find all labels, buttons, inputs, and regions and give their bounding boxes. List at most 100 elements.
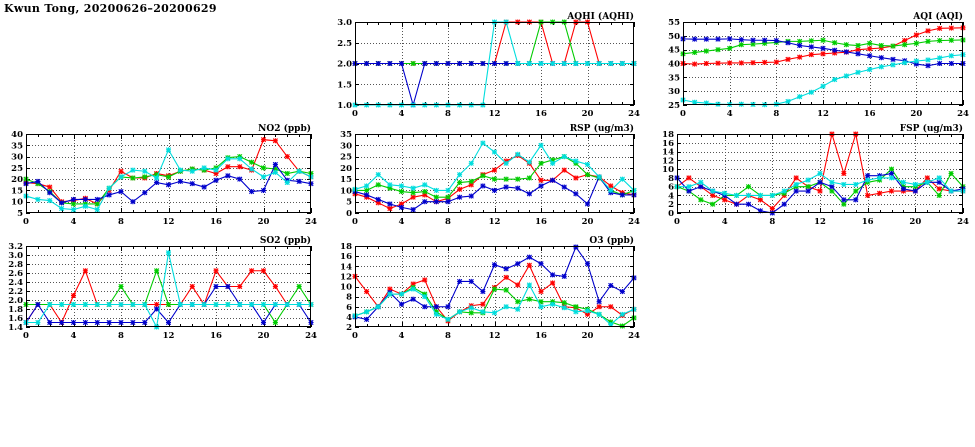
chart-panel-aqhi: 1.0 1.5 2.0 2.5 3.0 0 4 8 12 16 20 24 AQHI (AQHI) (335, 8, 640, 125)
svg-text:1.0: 1.0 (337, 101, 352, 111)
series-aqi-series2 (680, 37, 966, 57)
svg-text:25: 25 (340, 153, 352, 163)
svg-text:4: 4 (346, 313, 352, 323)
svg-text:30: 30 (11, 153, 23, 163)
svg-text:55: 55 (668, 18, 680, 28)
svg-text:3.0: 3.0 (8, 251, 23, 261)
svg-text:12: 12 (489, 217, 501, 227)
gridlines-aqi (683, 22, 963, 105)
series-aqhi-series2 (352, 19, 637, 67)
svg-text:10: 10 (340, 186, 352, 196)
svg-text:45: 45 (668, 46, 680, 56)
svg-text:12: 12 (662, 156, 674, 166)
series-rsp-series3 (352, 174, 637, 213)
svg-text:8: 8 (773, 109, 779, 119)
svg-text:14: 14 (340, 262, 352, 272)
svg-text:8: 8 (445, 217, 451, 227)
x-tick-labels-aqi: 0 4 8 12 16 20 24 (680, 109, 969, 119)
chart-panel-fsp: 0 2 4 6 8 10 12 14 16 18 0 4 8 12 16 20 24 FSP (ug/m3) (650, 120, 970, 233)
svg-text:8: 8 (346, 293, 352, 303)
chart-title-aqi: AQI (AQI) (912, 11, 963, 22)
svg-text:16: 16 (662, 139, 674, 149)
svg-text:24: 24 (305, 217, 317, 227)
svg-text:8: 8 (118, 331, 124, 341)
svg-text:35: 35 (668, 73, 680, 83)
gridlines-aqhi (355, 22, 634, 105)
svg-text:30: 30 (668, 87, 680, 97)
svg-text:16: 16 (340, 252, 352, 262)
svg-text:20: 20 (910, 109, 922, 119)
x-tick-labels-fsp: 0 4 8 12 16 20 24 (674, 217, 969, 227)
svg-text:8: 8 (445, 331, 451, 341)
svg-text:0: 0 (346, 209, 352, 219)
svg-text:2.6: 2.6 (8, 269, 23, 279)
svg-text:6: 6 (346, 303, 352, 313)
gridlines-so2 (26, 246, 311, 327)
svg-text:18: 18 (340, 242, 352, 252)
y-tick-labels-aqhi: 1.0 1.5 2.0 2.5 3.0 (337, 18, 352, 111)
svg-text:12: 12 (163, 217, 175, 227)
chart-panel-so2: 1.4 1.6 1.8 2.0 2.2 2.4 2.6 2.8 3.0 3.2 0 4 8 12 16 20 2… (0, 232, 320, 347)
svg-text:2.4: 2.4 (8, 278, 23, 288)
svg-text:2.0: 2.0 (8, 296, 23, 306)
svg-text:10: 10 (662, 165, 674, 175)
svg-text:2.5: 2.5 (337, 39, 352, 49)
svg-text:40: 40 (11, 130, 23, 140)
svg-text:16: 16 (535, 331, 547, 341)
svg-text:5: 5 (346, 198, 352, 208)
svg-text:30: 30 (340, 141, 352, 151)
chart-panel-o3: 2 4 6 8 10 12 14 16 18 0 4 8 12 16 20 24 O3 (ppb) (335, 232, 640, 347)
svg-text:0: 0 (352, 217, 358, 227)
svg-text:20: 20 (582, 109, 594, 119)
svg-text:18: 18 (662, 130, 674, 140)
svg-text:1.8: 1.8 (8, 305, 23, 315)
chart-title-no2: NO2 (ppb) (258, 123, 311, 134)
svg-text:16: 16 (862, 217, 874, 227)
svg-text:25: 25 (668, 101, 680, 111)
svg-text:12: 12 (163, 331, 175, 341)
svg-text:4: 4 (727, 109, 733, 119)
series-aqhi-series1 (352, 19, 637, 67)
x-tick-labels-aqhi: 0 4 8 12 16 20 24 (352, 109, 640, 119)
svg-text:20: 20 (909, 217, 921, 227)
svg-text:2: 2 (668, 200, 674, 210)
svg-text:16: 16 (210, 217, 222, 227)
svg-text:24: 24 (628, 109, 640, 119)
svg-text:4: 4 (399, 331, 405, 341)
svg-text:5: 5 (17, 209, 23, 219)
svg-text:12: 12 (817, 109, 829, 119)
svg-text:4: 4 (668, 191, 674, 201)
series-so2-series1 (23, 268, 314, 326)
svg-text:0: 0 (674, 217, 680, 227)
svg-text:12: 12 (489, 109, 501, 119)
svg-text:0: 0 (668, 209, 674, 219)
chart-title-rsp: RSP (ug/m3) (570, 123, 634, 134)
svg-text:4: 4 (722, 217, 728, 227)
svg-text:2.2: 2.2 (8, 287, 23, 297)
series-aqi-series3 (680, 36, 966, 69)
svg-text:8: 8 (668, 174, 674, 184)
svg-text:40: 40 (668, 60, 680, 70)
x-tick-labels-no2: 0 4 8 12 16 20 24 (23, 217, 317, 227)
gridlines-rsp (355, 134, 634, 213)
series-rsp-series4 (352, 140, 637, 194)
series-fsp-series4 (674, 170, 966, 199)
svg-text:1.5: 1.5 (337, 80, 352, 90)
svg-text:14: 14 (662, 148, 674, 158)
svg-text:35: 35 (11, 141, 23, 151)
svg-text:12: 12 (489, 331, 501, 341)
svg-text:3.0: 3.0 (337, 18, 352, 28)
series-so2-series4 (23, 250, 314, 330)
svg-text:16: 16 (864, 109, 876, 119)
svg-text:20: 20 (340, 164, 352, 174)
svg-text:20: 20 (258, 331, 270, 341)
svg-text:2: 2 (346, 323, 352, 333)
svg-text:15: 15 (11, 186, 23, 196)
chart-panel-aqi: 25 30 35 40 45 50 55 0 4 8 12 16 20 24 AQI (AQI) (650, 8, 970, 125)
svg-text:0: 0 (680, 109, 686, 119)
svg-text:16: 16 (535, 109, 547, 119)
svg-text:4: 4 (71, 217, 77, 227)
